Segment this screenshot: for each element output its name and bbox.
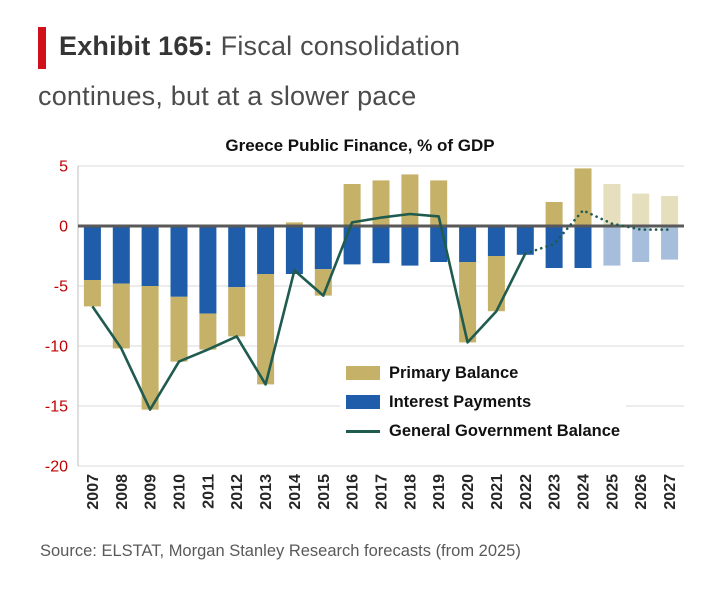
svg-text:2016: 2016	[345, 474, 362, 510]
svg-text:2022: 2022	[518, 474, 535, 510]
svg-text:2010: 2010	[172, 474, 189, 510]
svg-text:2013: 2013	[258, 474, 275, 510]
svg-text:2019: 2019	[431, 474, 448, 510]
svg-text:2007: 2007	[85, 474, 102, 510]
general-government-balance-swatch-icon	[346, 429, 380, 434]
legend-label: General Government Balance	[389, 421, 621, 440]
primary-balance-swatch-icon	[346, 366, 380, 381]
svg-text:2014: 2014	[287, 474, 304, 510]
legend-item-primary-balance: Primary Balance	[346, 364, 620, 383]
chart-area: 5 0 -5 -10 -15 -20 2007 2008 2009 2010 2011 2012 201…	[30, 158, 690, 520]
svg-text:2023: 2023	[547, 474, 564, 510]
interest-payments-swatch-icon	[346, 395, 380, 410]
svg-text:2017: 2017	[374, 474, 391, 510]
svg-text:2011: 2011	[200, 474, 217, 509]
svg-text:0: 0	[59, 218, 68, 235]
exhibit-red-marker	[38, 27, 46, 69]
svg-text:2020: 2020	[460, 474, 477, 510]
svg-text:2021: 2021	[489, 474, 506, 510]
svg-text:2015: 2015	[316, 474, 333, 510]
svg-text:-5: -5	[54, 278, 68, 295]
public-finance-chart: 5 0 -5 -10 -15 -20 2007 2008 2009 2010 2011 2012 201…	[45, 158, 684, 510]
svg-text:2018: 2018	[402, 474, 419, 510]
svg-text:2025: 2025	[604, 474, 621, 510]
exhibit-header: Exhibit 165: Fiscal consolidation contin…	[0, 0, 717, 122]
svg-text:2026: 2026	[633, 474, 650, 510]
svg-text:2024: 2024	[576, 474, 593, 510]
source-note: Source: ELSTAT, Morgan Stanley Research …	[40, 541, 521, 560]
exhibit-number: Exhibit 165:	[59, 31, 213, 61]
chart-title: Greece Public Finance, % of GDP	[225, 135, 495, 155]
svg-text:-10: -10	[45, 338, 68, 355]
svg-text:2009: 2009	[143, 474, 160, 510]
legend-item-general-government-balance: General Government Balance	[346, 422, 620, 441]
svg-text:5: 5	[59, 158, 68, 175]
svg-text:2012: 2012	[229, 474, 246, 510]
exhibit-title: Exhibit 165: Fiscal consolidation contin…	[38, 22, 568, 122]
legend-label: Interest Payments	[389, 392, 532, 411]
svg-text:2008: 2008	[114, 474, 131, 510]
legend-label: Primary Balance	[389, 363, 519, 382]
svg-text:2027: 2027	[662, 474, 679, 510]
chart-legend: Primary Balance Interest Payments Genera…	[340, 360, 627, 444]
legend-item-interest-payments: Interest Payments	[346, 393, 620, 412]
svg-text:-15: -15	[45, 398, 68, 415]
svg-text:-20: -20	[45, 458, 68, 475]
exhibit-title-text: Fiscal consolidation continues, but at a…	[38, 31, 461, 111]
